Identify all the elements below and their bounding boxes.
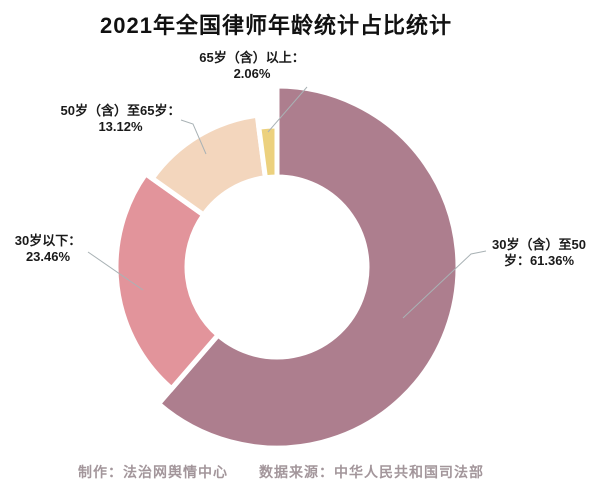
slice-label-line: 岁：61.36% [503, 252, 575, 268]
leader-line-under-30 [87, 251, 144, 291]
pie-slice-under-30[interactable] [113, 170, 222, 393]
chart-title: 2021年全国律师年龄统计占比统计 [100, 13, 452, 38]
leader-line-50-65 [180, 119, 207, 155]
slice-label-line: 23.46% [25, 248, 71, 264]
slice-label-30-50: 30岁（含）至50 岁：61.36% [483, 237, 595, 268]
slice-label-65-plus: 65岁（含）以上： 2.06% [182, 50, 322, 81]
slice-label-line: 50岁（含）至65岁： [60, 103, 181, 118]
leader-line-65-plus [267, 86, 308, 133]
slice-label-line: 2.06% [233, 65, 271, 81]
leader-line-30-50 [402, 250, 487, 319]
slice-label-line: 30岁以下： [14, 233, 82, 248]
slice-label-under-30: 30岁以下： 23.46% [2, 233, 94, 264]
slice-label-50-65: 50岁（含）至65岁： 13.12% [48, 103, 193, 134]
slice-label-line: 65岁（含）以上： [199, 50, 305, 65]
credit-source: 数据来源：中华人民共和国司法部 [259, 464, 484, 480]
slice-label-line: 30岁（含）至50 [492, 237, 586, 252]
pie-slice-65-plus[interactable] [255, 123, 280, 181]
pie-slice-30-50[interactable] [154, 83, 461, 451]
pie-slice-50-65[interactable] [148, 112, 269, 219]
credit-maker: 制作：法治网舆情中心 [78, 464, 228, 480]
slice-label-line: 13.12% [98, 118, 143, 134]
